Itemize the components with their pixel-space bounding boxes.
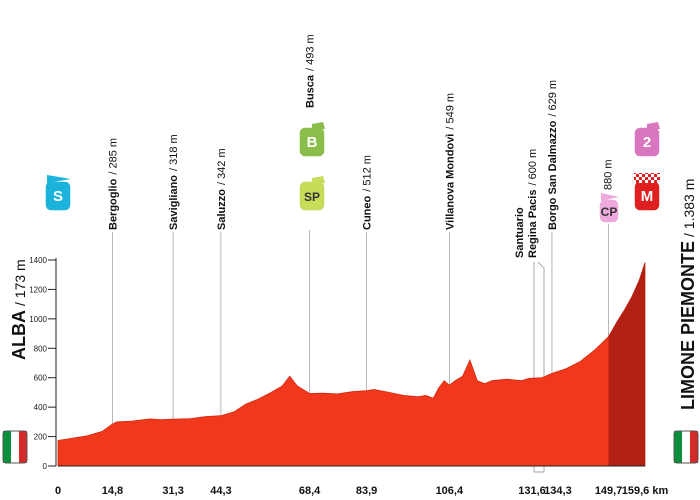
marker-label: M [641,188,654,205]
waypoint-label: Bergoglio / 285 m [107,138,119,230]
x-tick-label: 31,3 [162,485,183,497]
y-tick-label: 600 [34,374,48,383]
waypoint-name: Savigliano [168,175,180,230]
marker-cp-icon: CP [598,193,620,224]
waypoint-name: Santuario [514,207,526,258]
marker-b-icon: B [298,122,326,158]
marker-sp-icon: SP [298,176,326,212]
marker-top [634,122,660,129]
waypoint-label: 880 m [603,159,615,190]
waypoint-label: SantuarioRegina Pacis / 600 m [514,149,539,258]
waypoint-altitude: / 629 m [547,80,559,117]
waypoint-label: Cuneo / 512 m [362,155,374,230]
finish-label: LIMONE PIEMONTE / 1.383 m [678,179,698,410]
y-tick-label: 1400 [29,256,47,265]
start-name: ALBA [9,310,29,360]
x-tick-label: 106,4 [436,485,464,497]
marker-label: CP [601,205,618,219]
marker-s-icon: S [44,175,72,212]
x-tick-label: 68,4 [299,485,321,497]
start-altitude: / 173 m [12,259,28,306]
marker-label: SP [304,190,320,204]
x-tick-label: 159,6 km [622,485,669,497]
marker-label: B [307,134,318,151]
y-tick-label: 800 [34,344,48,353]
marker-top [601,193,619,201]
waypoint-altitude: / 285 m [107,138,119,175]
x-tick-label: 14,8 [102,485,123,497]
marker-label: 2 [643,134,651,151]
marker-top [299,176,325,183]
waypoint-name: Cuneo [362,196,374,231]
marker-top [299,122,325,129]
start-label: ALBA / 173 m [9,259,29,360]
waypoint-label: Villanova Mondovì / 549 m [444,93,456,230]
waypoint-label: Busca / 493 m [305,34,317,108]
waypoint-altitude: 880 m [603,159,615,190]
waypoint-label: Borgo San Dalmazzo / 629 m [547,80,559,230]
waypoint-name: Busca [305,74,317,108]
marker-top [634,173,660,183]
start-flag-icon [2,430,28,464]
waypoint-altitude: / 600 m [527,149,539,186]
waypoint-altitude: / 493 m [305,34,317,71]
x-tick-label: 0 [55,485,61,497]
x-tick-label: 149,7 [595,485,623,497]
waypoint-altitude: / 512 m [362,155,374,192]
final-climb-area [608,262,645,466]
x-tick-label: 83,9 [356,485,377,497]
y-tick-label: 200 [34,433,48,442]
finish-name: LIMONE PIEMONTE [678,241,698,410]
elevation-area [57,262,646,467]
waypoint-altitude: / 549 m [444,93,456,130]
marker-2-icon: 2 [633,122,661,158]
x-tick-label: 134,3 [544,485,572,497]
marker-m-icon: M [633,173,661,212]
waypoint-name: Villanova Mondovì [444,134,456,230]
waypoint-name-line2: Regina Pacis [527,190,539,258]
marker-label: S [53,188,63,205]
waypoint-label: Saluzzo / 342 m [216,148,228,230]
y-tick-label: 1000 [29,315,47,324]
waypoint-altitude: / 318 m [168,134,180,171]
y-tick-label: 0 [43,462,48,471]
finish-altitude: / 1.383 m [681,179,697,237]
waypoint-name: Borgo San Dalmazzo [547,120,559,230]
waypoint-altitude: / 342 m [216,148,228,185]
waypoint-name: Bergoglio [107,178,119,230]
finish-flag-icon [673,430,699,464]
x-tick-label: 131,6 [518,485,546,497]
y-tick-label: 400 [34,403,48,412]
x-tick-label: 44,3 [210,485,231,497]
waypoint-label: Savigliano / 318 m [168,134,180,230]
y-tick-label: 1200 [29,285,47,294]
marker-top [47,175,71,183]
waypoint-name: Saluzzo [216,189,228,230]
